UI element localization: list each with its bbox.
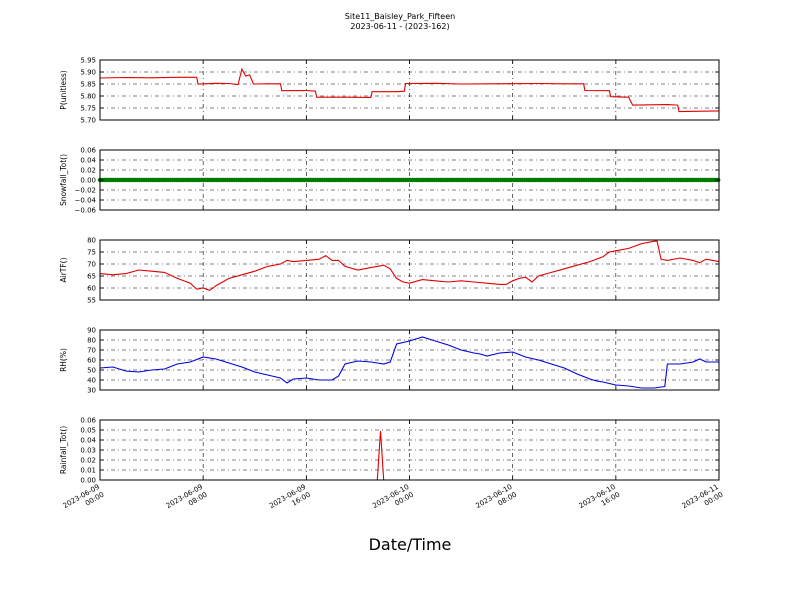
y-tick-label: 70	[87, 261, 96, 269]
y-tick-label: 80	[87, 237, 96, 245]
y-tick-label: −0.02	[75, 187, 96, 195]
series-line-1	[100, 67, 719, 113]
y-tick-label: 0.05	[80, 427, 96, 435]
x-tick-label: 2023-06-0900:00	[62, 483, 106, 518]
y-axis-label: Rainfall_Tot()	[59, 426, 68, 474]
y-tick-label: −0.04	[75, 197, 97, 205]
y-axis-label: AirTF()	[59, 257, 68, 282]
x-axis-label: Date/Time	[369, 535, 452, 554]
y-tick-label: 5.85	[80, 81, 96, 89]
y-tick-label: 50	[87, 367, 96, 375]
y-tick-label: 0.03	[80, 447, 96, 455]
y-tick-label: 0.04	[80, 157, 96, 165]
y-tick-label: 0.00	[80, 177, 96, 185]
y-tick-label: 60	[87, 357, 96, 365]
y-tick-label: 60	[87, 285, 96, 293]
y-tick-label: 75	[87, 249, 96, 257]
y-axis-label: P(unitless)	[59, 70, 68, 109]
y-tick-label: 80	[87, 337, 96, 345]
y-tick-label: 5.90	[80, 69, 96, 77]
y-tick-label: 90	[87, 327, 96, 335]
y-tick-label: 5.70	[80, 117, 96, 125]
y-tick-label: 5.80	[80, 93, 96, 101]
y-tick-label: 70	[87, 347, 96, 355]
series-line-4	[100, 336, 719, 389]
y-tick-label: 0.00	[80, 477, 96, 485]
y-tick-label: 55	[87, 297, 96, 305]
panel-2: −0.06 −0.04 −0.02 0.00 0.02 0.04 0.06 Snowfall_…	[59, 147, 721, 215]
chart-title-line2: 2023-06-11 - (2023-162)	[350, 22, 449, 31]
x-tick-label: 2023-06-0916:00	[268, 483, 312, 518]
y-tick-label: 0.04	[80, 437, 96, 445]
panels: 5.70 5.75 5.80 5.85 5.90 5.95 P(unitless) −0.06…	[59, 57, 721, 485]
x-tick-labels: 2023-06-0900:00 2023-06-0908:00 2023-06-09…	[62, 483, 725, 518]
y-tick-label: 0.06	[80, 417, 96, 425]
x-tick-label: 2023-06-1100:00	[681, 483, 725, 518]
y-tick-label: 30	[87, 387, 96, 395]
x-tick-label: 2023-06-1016:00	[578, 483, 622, 518]
y-tick-label: 0.01	[80, 467, 96, 475]
x-tick-label: 2023-06-1008:00	[474, 483, 518, 518]
panel-1: 5.70 5.75 5.80 5.85 5.90 5.95 P(unitless)	[59, 57, 720, 125]
series-line-3	[100, 240, 719, 292]
panel-5: 0.00 0.01 0.02 0.03 0.04 0.05 0.06 Rainfall_Tot…	[59, 417, 720, 485]
y-tick-label: 5.75	[80, 105, 96, 113]
x-tick-label: 2023-06-0908:00	[165, 483, 209, 518]
panel-3: 55 60 65 70 75 80 AirTF()	[59, 237, 720, 305]
y-tick-label: 0.02	[80, 457, 96, 465]
panel-4: 30 40 50 60 70 80 90 RH(%)	[59, 327, 720, 395]
y-tick-label: 0.02	[80, 167, 96, 175]
y-axis-label: RH(%)	[59, 348, 68, 372]
y-axis-label: Snowfall_Tot()	[59, 154, 68, 206]
chart-title-line1: Site11_Baisley_Park_Fifteen	[345, 12, 455, 21]
x-tick-label: 2023-06-1000:00	[371, 483, 415, 518]
y-tick-label: 65	[87, 273, 96, 281]
y-tick-label: −0.06	[75, 207, 97, 215]
y-tick-label: 5.95	[80, 57, 96, 65]
y-tick-label: 40	[87, 377, 96, 385]
y-tick-label: 0.06	[80, 147, 96, 155]
